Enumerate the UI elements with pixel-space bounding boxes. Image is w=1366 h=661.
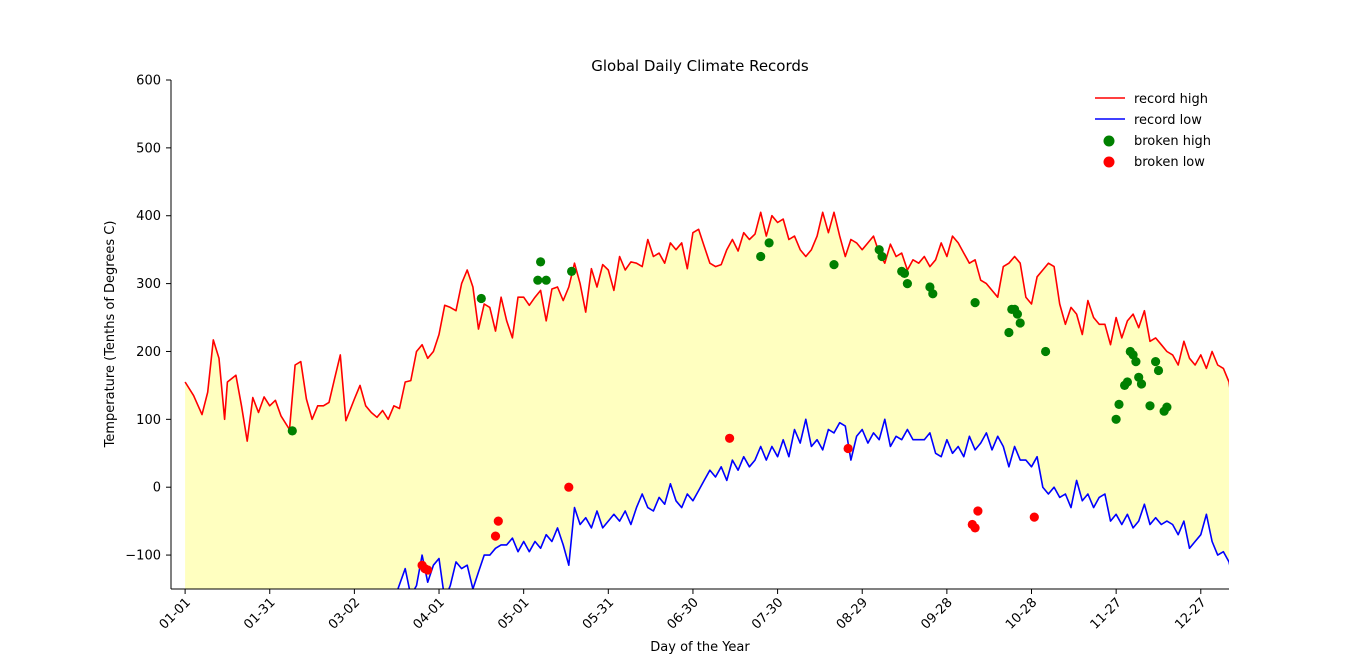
broken-high-point [899, 268, 910, 278]
broken-high-point [764, 238, 774, 248]
plot-area [184, 211, 1229, 589]
broken-high-point [1162, 402, 1172, 412]
broken-high-point [877, 251, 887, 262]
legend-broken-high-label: broken high [1134, 134, 1211, 149]
x-tick-label: 01-31 [241, 595, 278, 632]
broken-low-point [564, 482, 574, 492]
legend-record-low-label: record low [1134, 113, 1202, 128]
record-high-line [184, 211, 1229, 442]
x-tick-label: 12-27 [1172, 595, 1209, 632]
broken-high-point [1153, 365, 1164, 376]
broken-high-point [1136, 379, 1147, 389]
x-tick-label: 09-28 [918, 595, 955, 632]
broken-high-point [1111, 414, 1121, 424]
broken-high-point [536, 257, 546, 267]
x-tick-label: 04-01 [411, 595, 448, 632]
y-tick-label: 600 [136, 74, 161, 89]
y-tick-label: 100 [136, 413, 161, 428]
x-tick-label: 07-30 [749, 595, 786, 632]
broken-low-point [493, 516, 503, 526]
broken-high-point [756, 251, 766, 262]
broken-high-point [1151, 357, 1161, 367]
y-tick-label: 200 [136, 345, 161, 360]
broken-high-point [533, 275, 543, 285]
broken-high-point [928, 289, 938, 299]
legend-broken-low-swatch [1103, 156, 1115, 168]
axes [170, 80, 1229, 590]
broken-low-point [423, 565, 433, 575]
broken-high-point [829, 260, 839, 270]
x-tick-label: 08-29 [834, 595, 871, 632]
broken-high-point [541, 275, 551, 285]
broken-high-point [1004, 327, 1014, 338]
x-tick-label: 01-01 [157, 595, 194, 632]
x-tick-label: 05-31 [580, 595, 617, 632]
x-ticks: 01-01 01-31 03-02 04-01 05-01 05-31 06-30 07-30… [157, 589, 1210, 633]
y-axis-title: Temperature (Tenths of Degrees C) [103, 221, 118, 449]
broken-low-point [725, 433, 735, 443]
broken-high-point [567, 266, 577, 276]
y-tick-label: 300 [136, 277, 161, 292]
legend: record high record low broken high broken l… [1095, 92, 1211, 170]
broken-high-point [476, 293, 486, 304]
broken-high-point [287, 426, 297, 436]
x-axis-title: Day of the Year [650, 640, 750, 655]
broken-high-point [1012, 309, 1023, 319]
broken-high-point [1131, 357, 1141, 367]
broken-low-point [970, 523, 980, 533]
broken-high-point [1041, 346, 1051, 357]
x-tick-label: 06-30 [664, 595, 701, 632]
y-tick-label: 500 [136, 141, 161, 156]
legend-record-high-label: record high [1134, 92, 1208, 107]
broken-high-point [902, 279, 913, 289]
broken-low-point [490, 531, 501, 541]
broken-low-point [973, 506, 983, 516]
broken-high-point [1015, 318, 1025, 328]
broken-high-point [1114, 399, 1124, 409]
y-tick-label: 0 [153, 481, 161, 496]
y-ticks: −100 0 100 200 300 400 500 600 [125, 74, 171, 564]
x-tick-label: 11-27 [1088, 595, 1125, 632]
x-tick-label: 03-02 [326, 595, 363, 632]
x-tick-label: 05-01 [495, 595, 532, 632]
broken-high-point [970, 298, 980, 308]
y-tick-label: −100 [125, 549, 161, 564]
chart-title: Global Daily Climate Records [591, 57, 809, 75]
broken-low-point [1029, 512, 1039, 522]
legend-broken-high-swatch [1103, 135, 1115, 147]
record-low-line [397, 418, 1229, 589]
legend-broken-low-label: broken low [1134, 155, 1205, 170]
broken-high-point [1145, 401, 1155, 411]
y-tick-label: 400 [136, 209, 161, 224]
broken-high-point [1122, 377, 1132, 387]
x-tick-label: 10-28 [1003, 595, 1040, 632]
fill-between-area [185, 212, 1229, 589]
broken-low-point [843, 443, 853, 454]
